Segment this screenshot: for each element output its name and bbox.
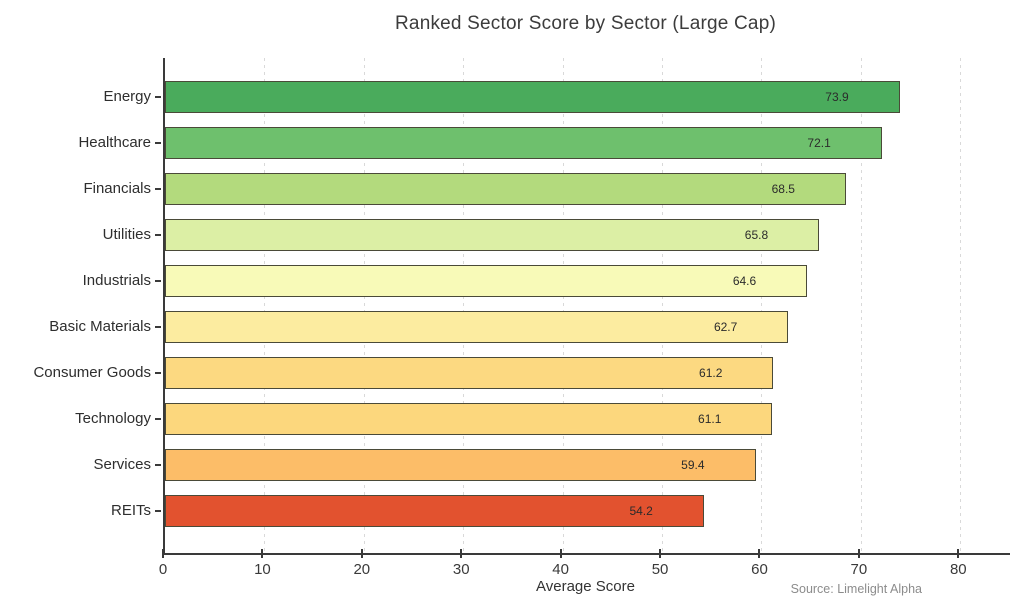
x-tick-30 — [460, 549, 463, 558]
value-label-basic-materials: 62.7 — [713, 320, 738, 334]
x-tick-80 — [957, 549, 960, 558]
bar-utilities: 65.8 — [165, 218, 820, 251]
gridline-80 — [960, 58, 962, 553]
x-tick-label-10: 10 — [254, 561, 271, 578]
x-tick-label-20: 20 — [353, 561, 371, 578]
value-label-reits: 54.2 — [629, 504, 653, 519]
value-label-technology: 61.1 — [698, 412, 722, 427]
gridline-30 — [463, 58, 465, 553]
bar-services: 59.4 — [165, 449, 756, 482]
y-tick-reits — [155, 510, 161, 513]
y-label-financials: Financials — [83, 179, 151, 197]
y-tick-consumer-goods — [155, 372, 161, 375]
source-note: Source: Limelight Alpha — [790, 582, 922, 596]
gridline-40 — [562, 58, 564, 553]
y-tick-basic-materials — [155, 326, 161, 328]
x-tick-70 — [857, 549, 860, 558]
x-tick-label-40: 40 — [552, 561, 569, 578]
x-tick-40 — [559, 549, 562, 558]
y-label-reits: REITs — [110, 502, 151, 520]
value-label-services: 59.4 — [681, 458, 705, 473]
gridline-50 — [662, 58, 664, 553]
y-label-industrials: Industrials — [82, 271, 151, 289]
y-label-services: Services — [93, 456, 151, 474]
y-label-technology: Technology — [75, 410, 151, 428]
bar-basic-materials: 62.7 — [165, 311, 789, 343]
x-tick-label-70: 70 — [850, 561, 868, 578]
y-tick-healthcare — [155, 141, 161, 144]
bar-consumer-goods: 61.2 — [165, 357, 774, 390]
x-tick-label-0: 0 — [158, 561, 168, 578]
x-tick-label-80: 80 — [949, 561, 967, 578]
gridline-60 — [761, 58, 763, 553]
x-tick-label-50: 50 — [651, 561, 669, 578]
gridline-10 — [264, 58, 266, 553]
value-label-industrials: 64.6 — [732, 273, 757, 288]
y-label-healthcare: Healthcare — [78, 133, 151, 151]
value-label-consumer-goods: 61.2 — [699, 366, 723, 381]
y-tick-industrials — [155, 279, 161, 282]
y-label-utilities: Utilities — [102, 225, 151, 243]
x-tick-60 — [758, 549, 761, 558]
gridline-20 — [363, 58, 365, 553]
value-label-utilities: 65.8 — [744, 227, 769, 242]
y-tick-energy — [155, 95, 161, 98]
x-tick-50 — [659, 549, 662, 558]
y-tick-technology — [155, 418, 161, 421]
value-label-energy: 73.9 — [825, 89, 849, 104]
value-label-healthcare: 72.1 — [807, 135, 831, 150]
x-tick-0 — [162, 549, 164, 558]
bar-healthcare: 72.1 — [165, 126, 882, 159]
x-tick-label-30: 30 — [452, 561, 470, 578]
y-label-basic-materials: Basic Materials — [49, 318, 151, 335]
y-label-energy: Energy — [103, 87, 151, 105]
x-tick-20 — [360, 549, 363, 558]
y-tick-services — [155, 464, 161, 467]
x-tick-label-60: 60 — [751, 561, 768, 578]
bar-energy: 73.9 — [165, 80, 900, 113]
y-tick-financials — [155, 187, 161, 190]
y-label-consumer-goods: Consumer Goods — [33, 364, 151, 382]
x-axis-title: Average Score — [536, 578, 635, 595]
chart-title: Ranked Sector Score by Sector (Large Cap… — [395, 13, 776, 34]
bar-technology: 61.1 — [165, 403, 773, 436]
bar-industrials: 64.6 — [165, 264, 808, 297]
x-tick-10 — [261, 549, 264, 558]
gridline-70 — [860, 58, 862, 553]
bar-financials: 68.5 — [165, 172, 846, 205]
value-label-financials: 68.5 — [771, 181, 795, 196]
y-tick-utilities — [155, 233, 161, 236]
plot-area: 73.9 72.1 68.5 65.8 64.6 62.7 61.2 61.1 59.4 54.2 — [163, 58, 1010, 555]
bar-reits: 54.2 — [165, 495, 704, 528]
